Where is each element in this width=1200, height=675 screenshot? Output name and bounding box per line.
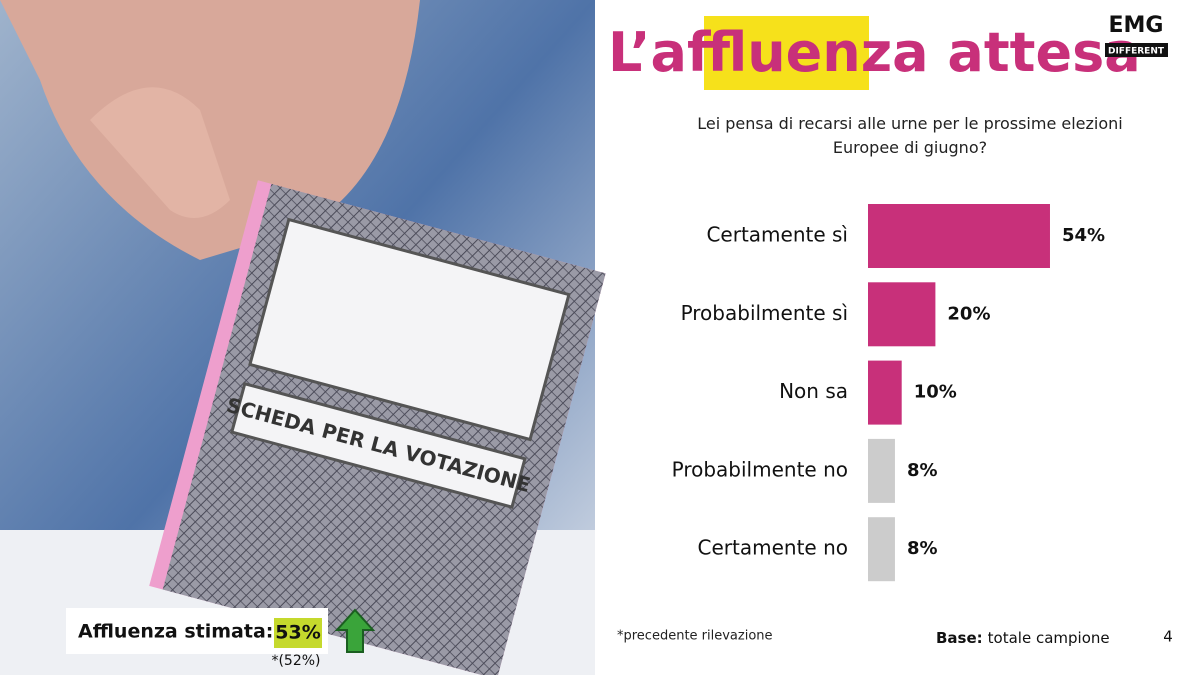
value-label: 20% xyxy=(947,303,990,324)
up-arrow xyxy=(334,608,376,653)
value-label: 8% xyxy=(907,538,938,559)
category-label: Probabilmente no xyxy=(672,457,848,481)
base-label: Base: xyxy=(936,629,983,647)
estimate-previous: *(52%) xyxy=(271,653,320,669)
footnote: *precedente rilevazione xyxy=(617,629,773,644)
value-label: 10% xyxy=(914,382,957,403)
title-part: fluenz xyxy=(747,21,892,84)
logo-name: EMG xyxy=(1109,13,1164,38)
photo: SCHEDA PER LA VOTAZIONE xyxy=(0,0,606,675)
category-label: Certamente no xyxy=(698,536,848,560)
estimate-highlight xyxy=(274,618,322,648)
title-highlight xyxy=(704,16,869,90)
estimate-value: 53% xyxy=(275,622,320,644)
value-label: 54% xyxy=(1062,225,1105,246)
title: L’affluenza attesa xyxy=(608,21,1141,84)
category-label: Non sa xyxy=(779,379,848,403)
estimate-label: Affluenza stimata: xyxy=(78,621,273,643)
subtitle-wrap: Lei pensa di recarsi alle urne per le pr… xyxy=(697,114,1123,157)
bar-chart: Certamente sì 54% Probabilmente sì 20% Non s… xyxy=(672,204,1105,582)
subtitle: Lei pensa di recarsi alle urne per le pr… xyxy=(697,114,1123,157)
bar xyxy=(868,360,902,425)
bar xyxy=(868,204,1050,268)
logo-tagline: DIFFERENT xyxy=(1108,47,1165,57)
category-label: Certamente sì xyxy=(706,223,848,247)
value-label: 8% xyxy=(907,460,938,481)
title-part: a attesa xyxy=(892,21,1141,84)
bar xyxy=(868,438,895,503)
logo-bar xyxy=(1105,43,1168,57)
page-number: 4 xyxy=(1163,628,1173,646)
bar xyxy=(868,517,895,582)
category-label: Probabilmente sì xyxy=(681,301,848,325)
title-part: L’af xyxy=(608,21,747,84)
base-text: totale campione xyxy=(988,629,1110,647)
base: Base: totale campione xyxy=(936,629,1110,647)
bar xyxy=(868,282,936,347)
